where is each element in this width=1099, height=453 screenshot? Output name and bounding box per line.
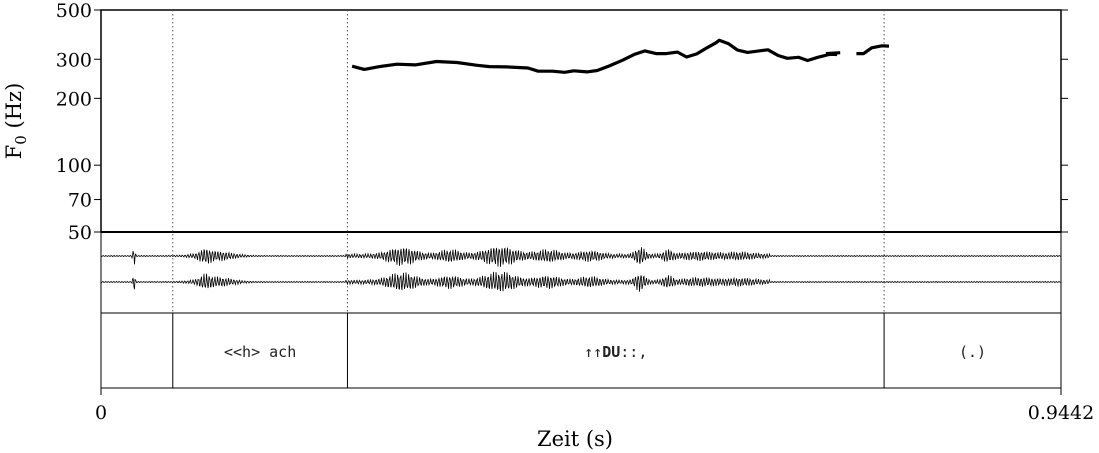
boundary-dotted-lines xyxy=(172,10,885,313)
pitch-contour xyxy=(351,38,890,74)
y-tick-label-300: 300 xyxy=(56,49,92,71)
waveform-channel-1 xyxy=(100,247,1062,267)
y-tick-label-50: 50 xyxy=(68,222,92,244)
interval-label-1: <<h> ach xyxy=(224,343,296,361)
y-tick-label-200: 200 xyxy=(56,88,92,110)
waveform-channel-2 xyxy=(100,271,1062,292)
y-axis-ticks: 50 70 100 200 300 500 xyxy=(56,0,1068,244)
y-tick-label-500: 500 xyxy=(56,0,92,22)
interval-label-3: (.) xyxy=(959,343,986,361)
interval-labels: <<h> ach ↑↑DU::, (.) xyxy=(224,343,986,361)
pitch-segment-2 xyxy=(825,51,841,56)
x-tick-label-start: 0 xyxy=(95,402,107,424)
waveform-panel-frame xyxy=(100,231,1062,314)
x-tick-label-end: 0.9442 xyxy=(1028,402,1094,424)
y-tick-label-70: 70 xyxy=(68,190,92,212)
interval-label-2: ↑↑DU::, xyxy=(584,343,647,361)
waveform-traces xyxy=(100,247,1062,292)
pitch-segment-3 xyxy=(856,44,890,56)
textgrid-tier-frame xyxy=(100,312,1062,389)
boundary-solid-lines xyxy=(172,313,885,388)
x-axis-label: Zeit (s) xyxy=(537,427,613,451)
y-axis-label: F0 (Hz) xyxy=(2,83,30,160)
pitch-panel-frame xyxy=(100,9,1062,233)
y-tick-label-100: 100 xyxy=(56,155,92,177)
pitch-segment-0 xyxy=(351,38,837,74)
